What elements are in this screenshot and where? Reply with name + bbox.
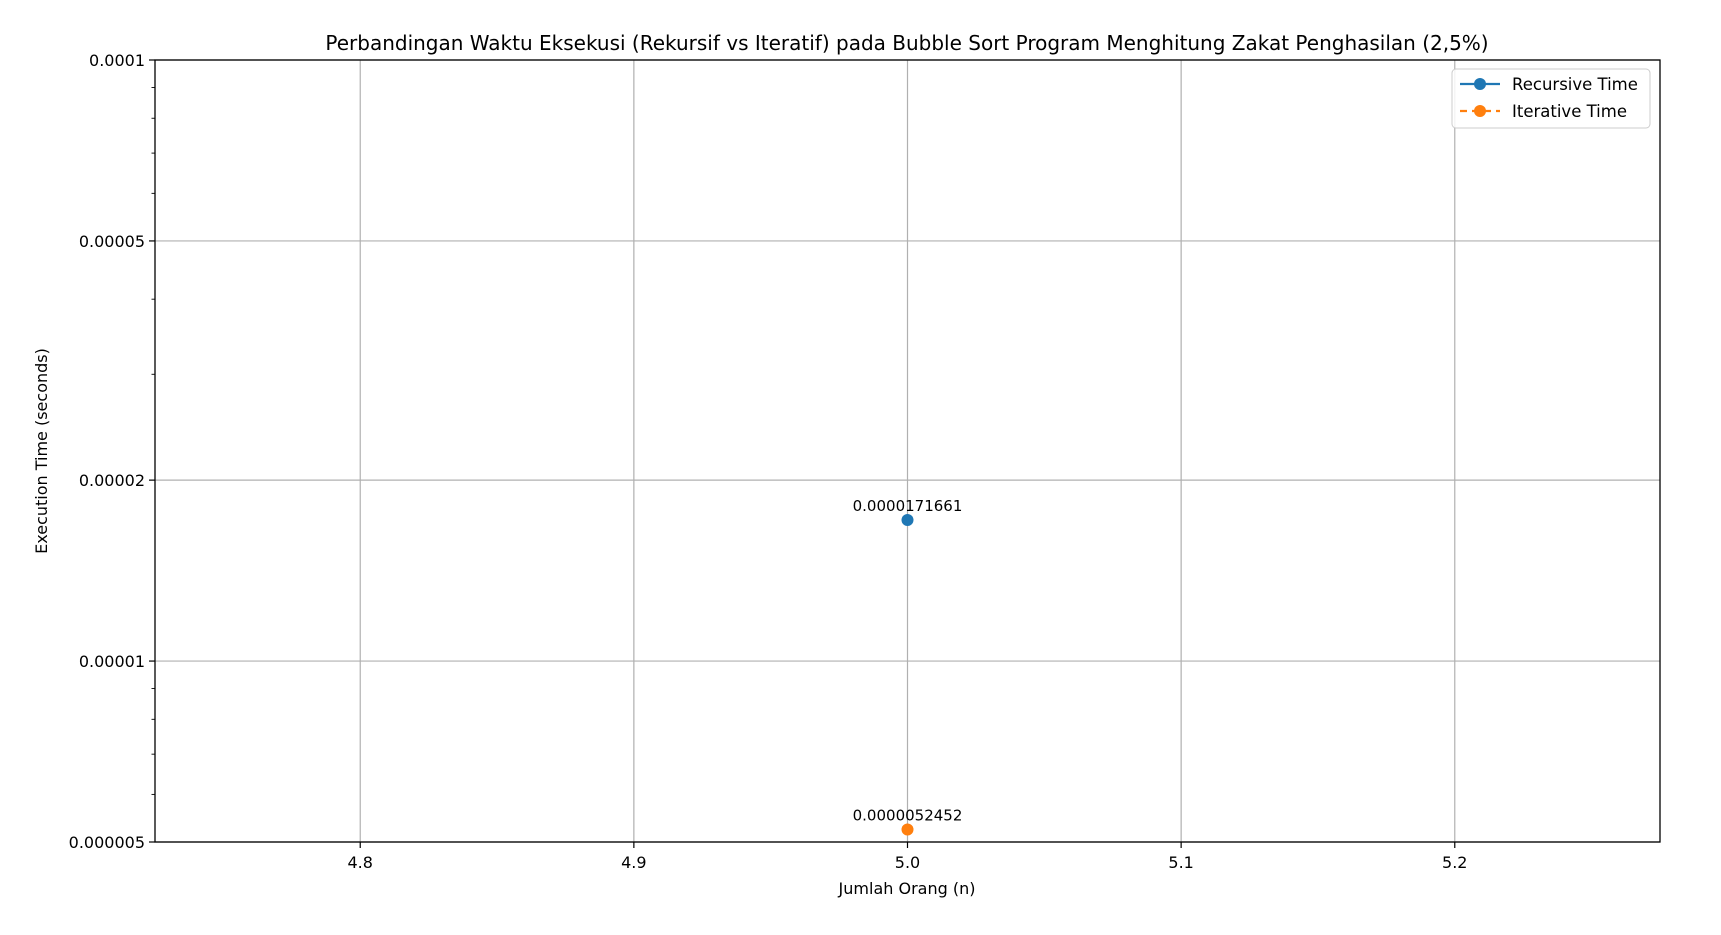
data-point — [901, 823, 914, 836]
y-tick-label: 0.00002 — [79, 471, 145, 490]
x-tick-label: 4.8 — [348, 853, 373, 872]
y-tick-label: 0.000005 — [69, 833, 145, 852]
legend-box — [1451, 68, 1651, 129]
x-tick-label: 5.2 — [1442, 853, 1467, 872]
chart-title: Perbandingan Waktu Eksekusi (Rekursif vs… — [325, 31, 1488, 55]
data-label: 0.0000171661 — [853, 497, 963, 515]
axis-ticks: 4.8 4.9 5.0 5.1 5.2 0.000005 0.00001 0.00002 0.0… — [69, 51, 1468, 872]
x-tick-label: 4.9 — [621, 853, 646, 872]
legend-label: Recursive Time — [1512, 75, 1638, 94]
legend-label: Iterative Time — [1512, 102, 1627, 121]
y-tick-label: 0.0001 — [89, 51, 145, 70]
y-tick-label: 0.00005 — [79, 232, 145, 251]
x-axis-label: Jumlah Orang (n) — [838, 879, 976, 898]
y-axis-label: Execution Time (seconds) — [32, 348, 51, 554]
plot-series: 0.0000171661 0.0000052452 — [853, 497, 963, 836]
x-tick-label: 5.1 — [1168, 853, 1193, 872]
legend: Recursive Time Iterative Time — [1451, 68, 1651, 129]
legend-marker — [1474, 78, 1486, 90]
data-point — [901, 514, 914, 527]
y-tick-label: 0.00001 — [79, 652, 145, 671]
x-tick-label: 5.0 — [895, 853, 920, 872]
data-label: 0.0000052452 — [853, 807, 963, 825]
legend-marker — [1474, 105, 1486, 117]
